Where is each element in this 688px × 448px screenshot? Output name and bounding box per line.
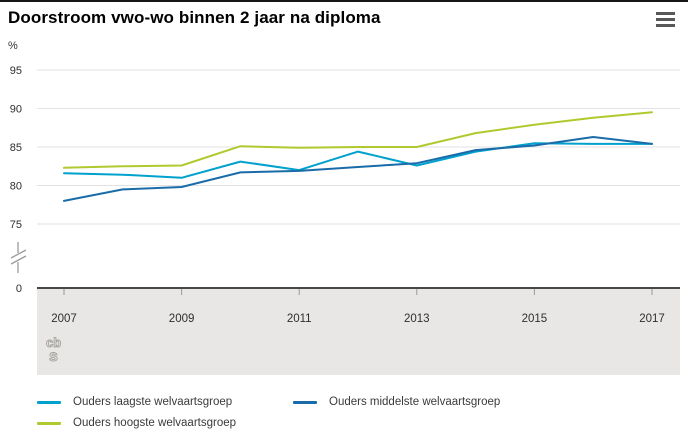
y-zero-label: 0 (16, 283, 22, 295)
x-tick-label: 2013 (404, 313, 430, 325)
x-tick-label: 2017 (639, 313, 665, 325)
hamburger-bar (656, 24, 675, 27)
legend-label-middelste: Ouders middelste welvaartsgroep (329, 396, 501, 408)
series-line-1 (63, 136, 653, 202)
hamburger-bar (656, 18, 675, 21)
hamburger-bar (656, 12, 675, 15)
x-tick-label: 2011 (287, 313, 312, 325)
series-line-0 (63, 142, 653, 179)
y-tick-label: 75 (10, 219, 22, 231)
legend-label-laagste: Ouders laagste welvaartsgroep (73, 396, 233, 408)
top-border (0, 0, 688, 2)
plot-area: 95 90 85 80 75% 0 2007 2009 2011 2013 2015 2017 cb s (0, 36, 688, 380)
y-tick-label: 85 (10, 142, 22, 154)
legend-item-middelste[interactable]: Ouders middelste welvaartsgroep (293, 396, 500, 408)
y-tick-label: 90 (10, 104, 22, 116)
legend-item-laagste[interactable]: Ouders laagste welvaartsgroep (37, 396, 293, 408)
y-tick-label: 80 (10, 181, 22, 193)
x-tick-label: 2015 (522, 313, 548, 325)
axis-break-icon (10, 242, 27, 273)
x-tick-label: 2009 (169, 313, 195, 325)
cbs-logo: cb (46, 335, 61, 350)
legend-item-hoogste[interactable]: Ouders hoogste welvaartsgroep (37, 417, 293, 429)
legend-swatch-laagste (37, 400, 61, 404)
chart-plot: 95 90 85 80 75% 0 2007 2009 2011 2013 2015 2017 cbs (8, 40, 680, 375)
series-line-2 (63, 111, 653, 169)
hamburger-menu-icon[interactable] (656, 12, 675, 28)
chart-title: Doorstroom vwo-wo binnen 2 jaar na diplo… (8, 8, 381, 27)
y-axis-unit-label: % (8, 40, 18, 52)
legend-label-hoogste: Ouders hoogste welvaartsgroep (73, 417, 237, 429)
legend-swatch-middelste (293, 400, 317, 404)
x-axis-band (37, 289, 680, 375)
legend-swatch-hoogste (37, 421, 61, 425)
cbs-logo-s: s (49, 348, 58, 365)
x-tick-label: 2007 (51, 313, 77, 325)
legend: Ouders laagste welvaartsgroep Ouders mid… (37, 396, 500, 429)
y-tick-label: 95 (10, 65, 22, 77)
